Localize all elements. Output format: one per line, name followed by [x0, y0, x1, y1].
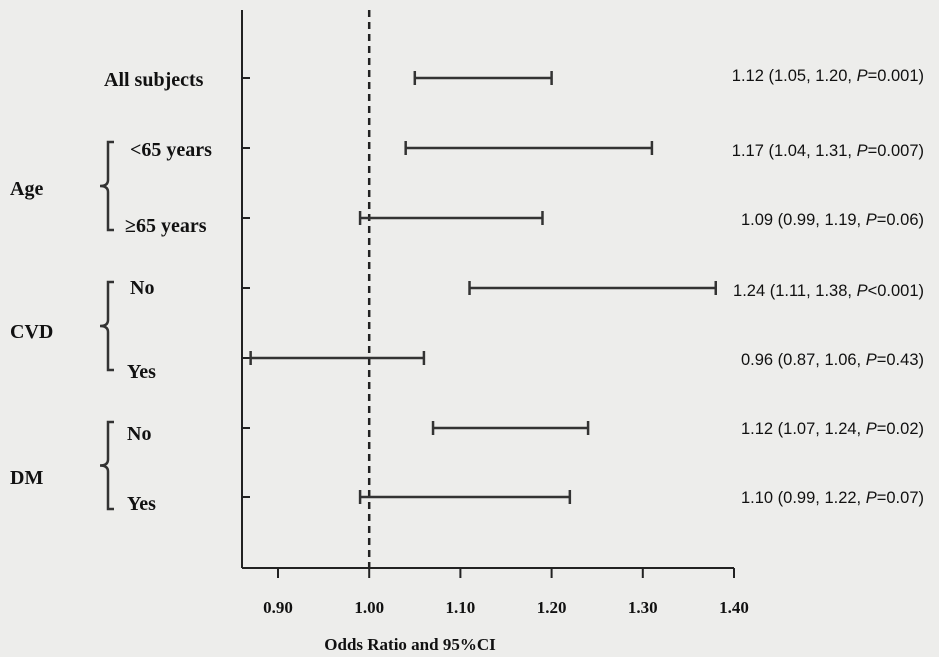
ci-whisker: [468, 281, 718, 295]
x-tick-label: 1.20: [537, 598, 567, 617]
effect-text: 0.96 (0.87, 1.06, P=0.43): [741, 351, 924, 369]
ci-whisker: [431, 421, 590, 435]
ci-whisker: [413, 71, 553, 85]
group-brace: [99, 420, 114, 511]
effect-text: 1.12 (1.05, 1.20, P=0.001): [732, 67, 924, 85]
ci-whisker: [404, 141, 654, 155]
effect-text: 1.24 (1.11, 1.38, P<0.001): [733, 282, 924, 300]
x-tick-label: 0.90: [263, 598, 293, 617]
row-label: Yes: [127, 361, 156, 383]
effect-text: 1.10 (0.99, 1.22, P=0.07): [741, 489, 924, 507]
x-tick-label: 1.30: [628, 598, 658, 617]
group-labels: Age CVD DM: [10, 140, 114, 511]
row-label: All subjects: [104, 69, 204, 91]
x-tick-label: 1.10: [446, 598, 476, 617]
ci-whisker: [358, 490, 572, 504]
effect-text: 1.17 (1.04, 1.31, P=0.007): [732, 142, 924, 160]
row-label: Yes: [127, 493, 156, 515]
effect-texts: 1.12 (1.05, 1.20, P=0.001) 1.17 (1.04, 1.…: [732, 67, 924, 507]
row-label: No: [130, 277, 154, 299]
row-labels: All subjects <65 years ≥65 years No Yes No Yes: [104, 69, 212, 515]
confidence-intervals: [249, 71, 718, 504]
x-tick-label: 1.00: [354, 598, 384, 617]
group-brace: [99, 280, 114, 372]
ci-whisker: [358, 211, 544, 225]
effect-text: 1.09 (0.99, 1.19, P=0.06): [741, 211, 924, 229]
x-tick-labels: 0.90 1.00 1.10 1.20 1.30 1.40: [263, 598, 749, 617]
row-label: <65 years: [130, 139, 212, 161]
effect-text: 1.12 (1.07, 1.24, P=0.02): [741, 420, 924, 438]
row-label: No: [127, 423, 151, 445]
row-label: ≥65 years: [125, 215, 207, 237]
axes: [241, 10, 735, 578]
group-label: DM: [10, 467, 43, 489]
group-label: Age: [10, 178, 43, 200]
ci-whisker: [249, 351, 426, 365]
x-tick-label: 1.40: [719, 598, 749, 617]
group-brace: [99, 140, 114, 232]
x-axis-label: Odds Ratio and 95%CI: [324, 635, 496, 654]
group-label: CVD: [10, 321, 53, 343]
